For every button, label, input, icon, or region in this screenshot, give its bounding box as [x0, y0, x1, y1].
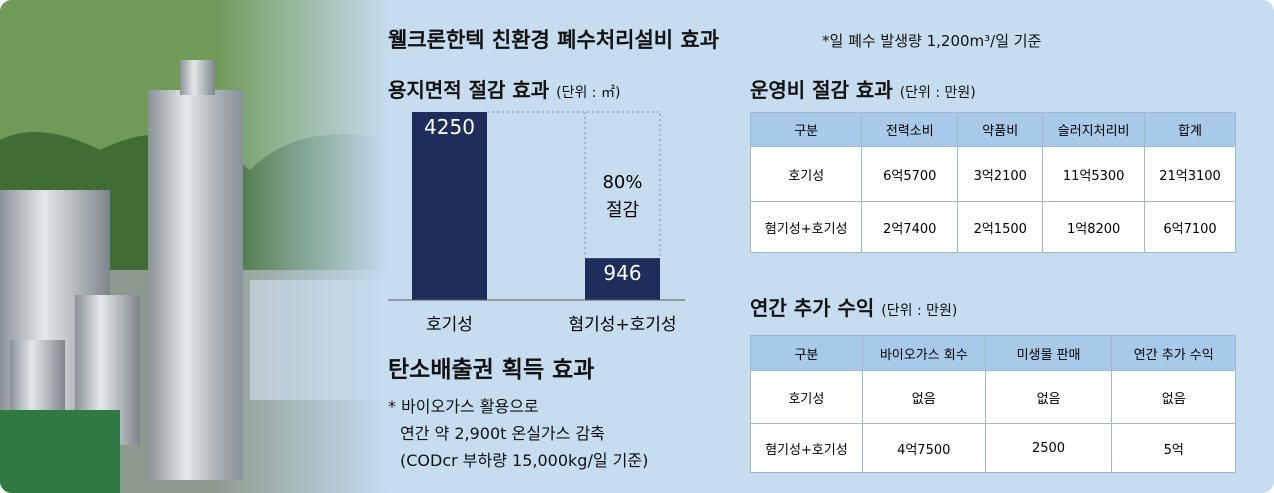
table-cell: 연간 추가 수익: [1112, 336, 1236, 371]
carbon-title: 탄소배출권 획득 효과: [388, 350, 594, 384]
value-label: 946: [603, 261, 641, 285]
cost-heading: 운영비 절감 효과 (단위 : 만원): [750, 74, 976, 103]
table-cell: 호기성: [751, 147, 862, 202]
table-cell: 슬러지처리비: [1043, 113, 1145, 147]
carbon-note: 연간 약 2,900t 온실가스 감축: [400, 420, 605, 444]
carbon-note: (CODcr 부하량 15,000kg/일 기준): [400, 447, 648, 471]
title: 웰크론한텍 친환경 폐수처리설비 효과: [388, 24, 719, 54]
table-cell: 구분: [751, 336, 863, 371]
table-cell: 약품비: [958, 113, 1043, 147]
chart-unit: (단위 : ㎡): [556, 85, 620, 101]
infographic: 웰크론한텍 친환경 폐수처리설비 효과 *일 폐수 발생량 1,200m³/일 …: [0, 0, 1274, 493]
table-cell: 혐기성+호기성: [751, 424, 863, 473]
chart-heading: 용지면적 절감 효과 (단위 : ㎡): [388, 74, 620, 103]
table-cell: 2500: [985, 424, 1112, 473]
table-cell: 21억3100: [1145, 147, 1236, 202]
category-label: 호기성: [426, 315, 473, 335]
table-cell: 없음: [862, 371, 985, 424]
table-cell: 호기성: [751, 371, 863, 424]
table-cell: 2억7400: [862, 202, 958, 253]
title-note: *일 폐수 발생량 1,200m³/일 기준: [822, 30, 1041, 51]
table-cell: 없음: [1112, 371, 1236, 424]
table-cell: 2억1500: [958, 202, 1043, 253]
bar-chart: 4250 호기성 946 혐기성+호기성 80% 절감: [380, 100, 700, 340]
table-cell: 바이오가스 회수: [862, 336, 985, 371]
table-cell: 11억5300: [1043, 147, 1145, 202]
table-cell: 없음: [985, 371, 1112, 424]
table-cell: 혐기성+호기성: [751, 202, 862, 253]
value-label: 4250: [424, 115, 475, 139]
revenue-unit: (단위 : 만원): [881, 303, 957, 319]
cost-unit: (단위 : 만원): [900, 85, 976, 101]
table-cell: 1억8200: [1043, 202, 1145, 253]
savings-annotation: 80%: [602, 172, 642, 193]
table-cell: 5억: [1112, 424, 1236, 473]
carbon-note: * 바이오가스 활용으로: [388, 393, 539, 417]
table-cell: 6억5700: [862, 147, 958, 202]
table-cell: 3억2100: [958, 147, 1043, 202]
table-cell: 전력소비: [862, 113, 958, 147]
category-label: 혐기성+호기성: [568, 315, 676, 335]
cost-title: 운영비 절감 효과: [750, 78, 893, 102]
table-cell: 구분: [751, 113, 862, 147]
chart-title: 용지면적 절감 효과: [388, 78, 549, 102]
table-cell: 합계: [1145, 113, 1236, 147]
savings-annotation: 절감: [606, 200, 639, 221]
table-cell: 4억7500: [862, 424, 985, 473]
bar: [412, 112, 487, 300]
table-cell: 미생물 판매: [985, 336, 1112, 371]
table-cell: 6억7100: [1145, 202, 1236, 253]
revenue-title: 연간 추가 수익: [750, 296, 874, 320]
revenue-heading: 연간 추가 수익 (단위 : 만원): [750, 292, 957, 321]
